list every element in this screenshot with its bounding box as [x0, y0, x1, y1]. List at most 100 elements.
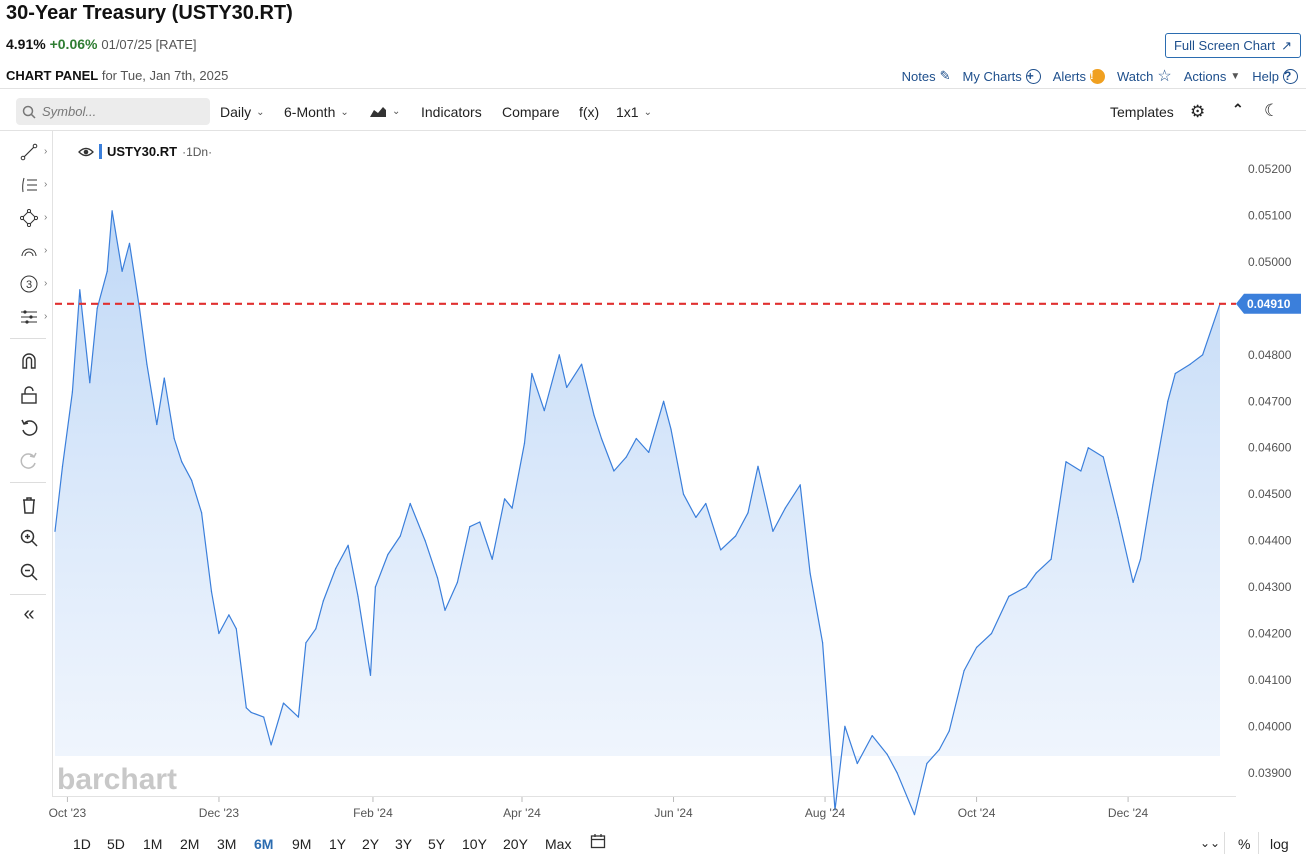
price-point	[695, 516, 697, 519]
help-icon: ?	[1283, 68, 1298, 84]
percent-toggle[interactable]: %	[1238, 836, 1251, 852]
watch-link[interactable]: Watch ☆	[1117, 66, 1172, 86]
range-button-5d[interactable]: 5D	[107, 836, 125, 852]
period-select[interactable]: 6-Month ⌄	[284, 104, 349, 120]
chart-panel-label: CHART PANEL for Tue, Jan 7th, 2025	[6, 68, 228, 83]
price-point	[456, 581, 458, 584]
chart-area[interactable]	[52, 131, 1236, 797]
range-button-10y[interactable]: 10Y	[462, 836, 487, 852]
log-toggle[interactable]: log	[1270, 836, 1289, 852]
trend-line-tool-icon[interactable]	[16, 139, 42, 165]
unlock-icon[interactable]	[16, 382, 42, 408]
range-button-max[interactable]: Max	[545, 836, 572, 852]
layout-select[interactable]: 1x1 ⌄	[616, 104, 652, 120]
help-link[interactable]: Help?	[1252, 68, 1298, 84]
elliott-wave-tool-icon[interactable]: 3	[16, 271, 42, 297]
x-tick-label: Oct '24	[958, 806, 996, 820]
double-chevron-down-icon[interactable]: ⌄⌄	[1200, 836, 1221, 850]
interval-select[interactable]: Daily ⌄	[220, 104, 265, 120]
price-point	[1008, 595, 1010, 597]
price-point	[663, 400, 665, 402]
magnet-icon[interactable]	[16, 348, 42, 374]
chevron-right-icon[interactable]: ›	[44, 278, 48, 289]
range-button-5y[interactable]: 5Y	[428, 836, 446, 852]
current-value-label: 0.04910	[1247, 297, 1291, 311]
price-point	[374, 586, 376, 588]
range-button-1d[interactable]: 1D	[73, 836, 91, 852]
range-button-3y[interactable]: 3Y	[395, 836, 413, 852]
indicators-button[interactable]: Indicators	[421, 104, 482, 120]
price-point	[871, 735, 873, 737]
series-legend[interactable]: USTY30.RT ·1Dn·	[78, 144, 212, 159]
redo-icon[interactable]	[16, 448, 42, 474]
projection-tool-icon[interactable]	[16, 304, 42, 330]
y-tick-label: 0.03900	[1248, 766, 1292, 780]
price-point	[491, 558, 493, 560]
price-point	[111, 210, 113, 212]
price-point	[322, 600, 324, 602]
trash-icon[interactable]	[16, 492, 42, 518]
my-charts-link[interactable]: My Charts +	[963, 68, 1041, 84]
chevron-right-icon[interactable]: ›	[44, 311, 48, 322]
price-point	[593, 414, 595, 416]
price-point	[926, 762, 928, 765]
range-button-2y[interactable]: 2Y	[362, 836, 380, 852]
quote-line: 4.91% +0.06% 01/07/25 [RATE]	[6, 36, 197, 52]
range-button-1m[interactable]: 1M	[143, 836, 163, 852]
range-button-6m[interactable]: 6M	[254, 836, 274, 852]
price-point	[558, 354, 560, 356]
alerts-link[interactable]: Alerts!	[1053, 68, 1105, 84]
undo-icon[interactable]	[16, 415, 42, 441]
y-tick-label: 0.04700	[1248, 394, 1292, 408]
notes-link[interactable]: Notes ✎	[902, 68, 951, 84]
chevron-right-icon[interactable]: ›	[44, 179, 48, 190]
shape-tool-icon[interactable]	[16, 205, 42, 231]
collapse-up-icon[interactable]: ⌃	[1232, 101, 1244, 117]
fx-button[interactable]: f(x)	[579, 104, 600, 120]
chevron-right-icon[interactable]: ›	[44, 212, 48, 223]
actions-menu[interactable]: Actions ▼	[1184, 69, 1241, 84]
chart-type-select[interactable]: ⌄	[369, 104, 400, 118]
chevron-down-icon: ⌄	[340, 106, 349, 118]
fibonacci-tool-icon[interactable]	[16, 172, 42, 198]
price-point	[469, 526, 471, 528]
star-icon: ☆	[1157, 68, 1172, 85]
compare-button[interactable]: Compare	[502, 104, 560, 120]
price-point	[844, 725, 846, 727]
range-button-2m[interactable]: 2M	[180, 836, 200, 852]
chart-toolbar: Symbol... Daily ⌄ 6-Month ⌄ ⌄ Indicators C…	[0, 94, 1306, 130]
zoom-out-icon[interactable]	[16, 559, 42, 585]
range-button-1y[interactable]: 1Y	[329, 836, 347, 852]
price-point	[228, 614, 230, 616]
price-point	[1050, 558, 1052, 560]
price-point	[399, 535, 401, 537]
arc-tool-icon[interactable]	[16, 238, 42, 264]
zoom-in-icon[interactable]	[16, 525, 42, 551]
price-point	[235, 628, 237, 630]
caret-down-icon: ▼	[1230, 70, 1241, 82]
price-point	[976, 646, 978, 649]
eye-icon[interactable]	[78, 146, 94, 158]
range-button-3m[interactable]: 3M	[217, 836, 237, 852]
price-point	[834, 809, 836, 811]
chevron-right-icon[interactable]: ›	[44, 146, 48, 157]
price-point	[61, 465, 64, 467]
full-screen-chart-button[interactable]: Full Screen Chart ↗	[1165, 33, 1301, 58]
templates-button[interactable]: Templates	[1110, 104, 1174, 120]
range-button-9m[interactable]: 9M	[292, 836, 312, 852]
collapse-toolbar-icon[interactable]: «	[23, 602, 35, 625]
dark-mode-moon-icon[interactable]: ☾	[1264, 101, 1280, 120]
interval-label: Daily	[220, 104, 252, 120]
chevron-right-icon[interactable]: ›	[44, 245, 48, 256]
settings-gear-icon[interactable]: ⚙	[1190, 102, 1206, 121]
range-button-20y[interactable]: 20Y	[503, 836, 528, 852]
price-point	[772, 530, 774, 532]
price-point	[670, 428, 672, 430]
calendar-icon[interactable]	[590, 833, 606, 852]
symbol-search[interactable]: Symbol...	[16, 98, 210, 125]
price-point	[531, 372, 533, 375]
price-point	[128, 242, 131, 244]
series-timeframe: ·1Dn·	[182, 144, 213, 159]
price-point	[600, 437, 603, 440]
range-bar: ⌄⌄ % log 1D 5D 1M 2M 3M 6M 9M 1Y 2Y 3Y 5Y 10Y 20Y Max	[0, 828, 1306, 858]
